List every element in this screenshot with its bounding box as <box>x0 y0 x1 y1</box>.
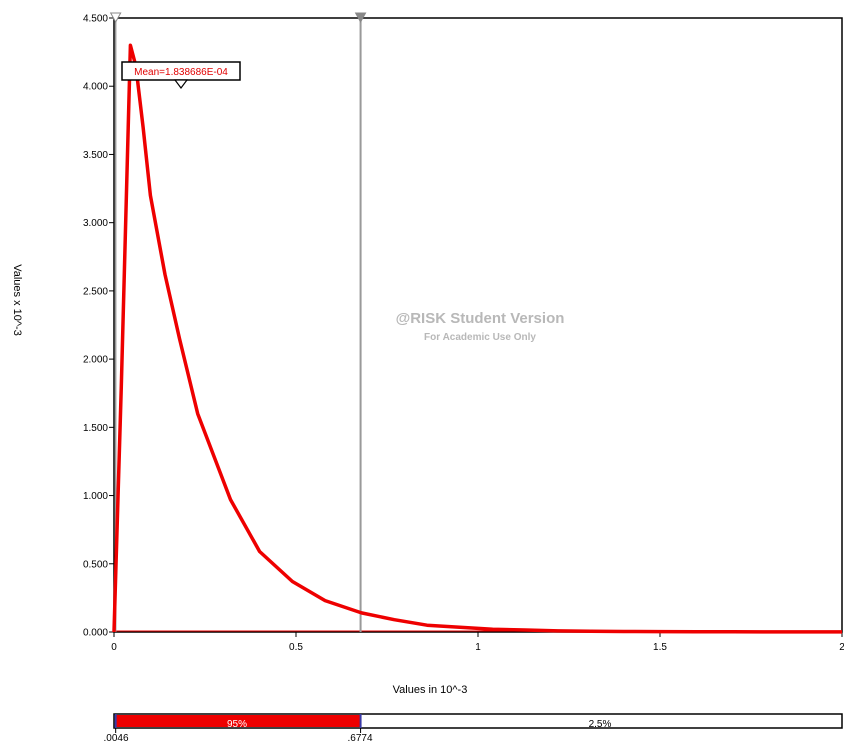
watermark-title: @RISK Student Version <box>396 310 565 327</box>
x-tick-label: 0.5 <box>289 642 303 653</box>
x-axis-title: Values in 10^-3 <box>393 684 468 696</box>
y-tick-label: 1.000 <box>83 491 108 502</box>
band-left-value: .0046 <box>103 733 128 744</box>
y-axis-title: Values x 10^-3 <box>11 264 23 336</box>
x-tick-label: 1.5 <box>653 642 667 653</box>
y-tick-label: 4.500 <box>83 14 108 25</box>
y-tick-label: 1.500 <box>83 423 108 434</box>
band-right-value: .6774 <box>347 733 372 744</box>
x-tick-label: 2 <box>839 642 844 653</box>
band-right-percent: 2.5% <box>589 719 612 730</box>
right-marker-handle-icon[interactable] <box>354 12 367 24</box>
band-middle-percent: 95% <box>227 719 247 730</box>
band-fill-95 <box>115 715 361 727</box>
y-tick-label: 3.000 <box>83 218 108 229</box>
plot-area: 0.000 0.500 1.000 1.500 2.000 2.500 3.000 3.500… <box>83 12 844 733</box>
y-tick-label: 3.500 <box>83 150 108 161</box>
watermark-subtitle: For Academic Use Only <box>424 332 536 343</box>
mean-callout-pointer-icon <box>173 79 189 89</box>
mean-callout[interactable]: Mean=1.838686E-04 <box>121 61 241 89</box>
y-tick-label: 0.000 <box>83 628 108 639</box>
y-tick-label: 2.000 <box>83 355 108 366</box>
y-tick-label: 4.000 <box>83 82 108 93</box>
density-curve <box>112 43 842 634</box>
mean-callout-label: Mean=1.838686E-04 <box>134 67 228 78</box>
y-tick-label: 2.500 <box>83 286 108 297</box>
x-tick-label: 1 <box>475 642 481 653</box>
x-tick-label: 0 <box>111 642 117 653</box>
left-marker-handle-icon[interactable] <box>109 12 122 24</box>
y-tick-label: 0.500 <box>83 559 108 570</box>
